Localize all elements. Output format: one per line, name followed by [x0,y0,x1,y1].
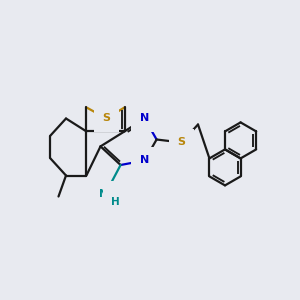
Text: NH: NH [99,189,117,200]
Text: H: H [111,197,120,208]
Text: S: S [103,113,110,124]
Text: N: N [140,113,149,124]
Text: S: S [178,137,185,148]
Text: N: N [140,155,149,166]
